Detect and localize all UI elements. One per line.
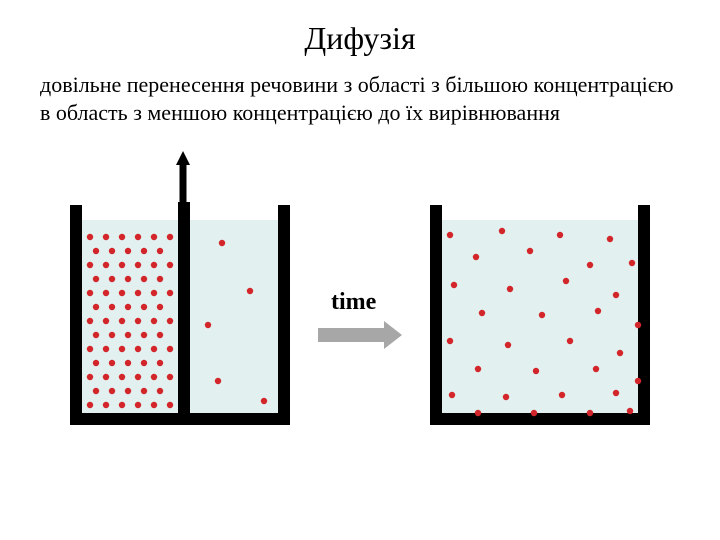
diffusion-figure: time [0, 145, 720, 465]
slide-description: довільне перенесення речовини з області … [40, 71, 680, 127]
slide-root: Дифузія довільне перенесення речовини з … [0, 0, 720, 540]
slide-title: Дифузія [0, 20, 720, 57]
time-label: time [331, 289, 376, 316]
